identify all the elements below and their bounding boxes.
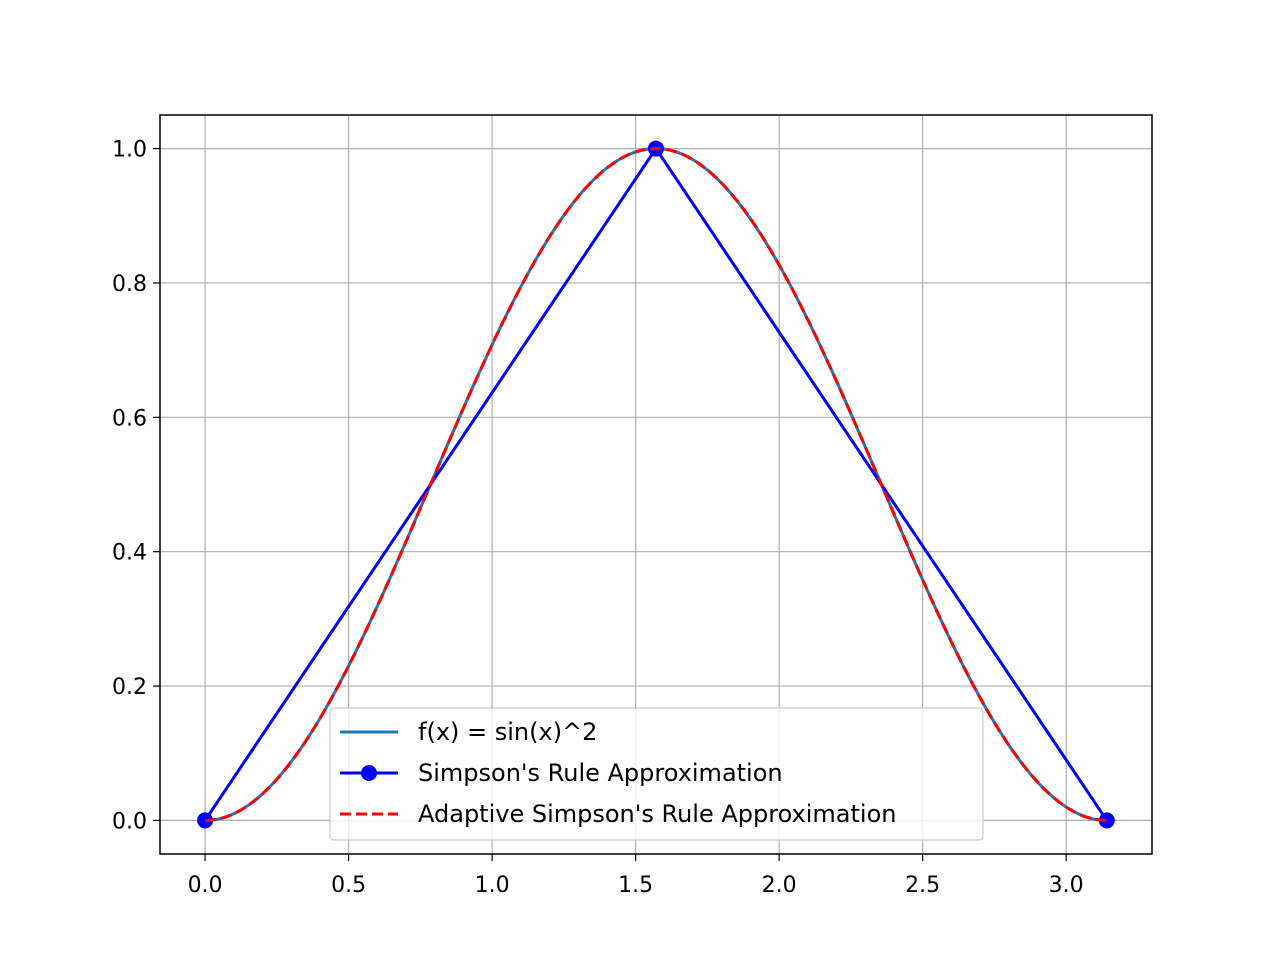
y-tick-label: 0.2 <box>112 675 147 700</box>
legend-marker-1 <box>361 765 377 781</box>
x-tick-label: 2.0 <box>762 873 797 898</box>
x-tick-label: 1.5 <box>618 873 653 898</box>
series-layer <box>197 140 1115 829</box>
series-point-1 <box>1098 812 1115 829</box>
x-tick-label: 3.0 <box>1049 873 1084 898</box>
legend-label-0: f(x) = sin(x)^2 <box>418 718 597 746</box>
plot-frame <box>159 114 1153 855</box>
x-tick-label: 1.0 <box>475 873 510 898</box>
legend: f(x) = sin(x)^2 Simpson's Rule Approximat… <box>329 707 984 841</box>
y-tick-label: 0.0 <box>112 809 147 834</box>
x-tick-label: 0.5 <box>331 873 366 898</box>
series-line-2 <box>205 147 1107 822</box>
y-tick-label: 0.4 <box>112 541 147 566</box>
x-tick-label: 2.5 <box>905 873 940 898</box>
legend-label-1: Simpson's Rule Approximation <box>418 759 783 787</box>
y-tick-label: 0.8 <box>112 272 147 297</box>
grid <box>160 115 1152 854</box>
axis-ticks: 0.0 0.5 1.0 1.5 2.0 2.5 3.0 0.0 0.2 0.4 0.6 0.8 1.0 <box>112 138 1084 898</box>
x-tick-label: 0.0 <box>188 873 223 898</box>
legend-label-2: Adaptive Simpson's Rule Approximation <box>418 800 896 828</box>
y-tick-label: 1.0 <box>112 138 147 163</box>
y-tick-label: 0.6 <box>112 406 147 431</box>
legend-box <box>329 707 984 841</box>
